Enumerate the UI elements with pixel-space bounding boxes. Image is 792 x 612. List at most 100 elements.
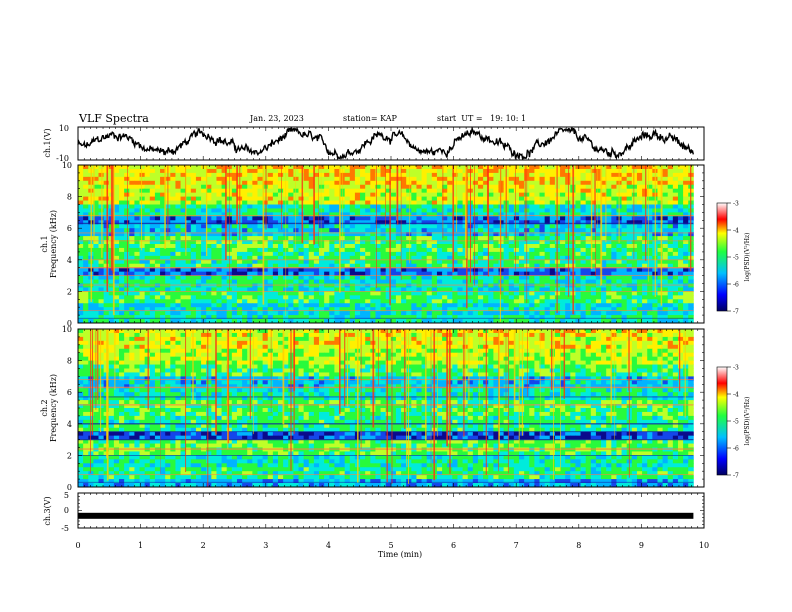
spectrogram-cell <box>195 240 202 245</box>
spectrogram-cell <box>247 247 253 253</box>
spectrogram-cell <box>677 251 684 257</box>
spectrogram-cell <box>272 172 279 178</box>
spectrogram-cell <box>129 184 135 190</box>
spectrogram-cell <box>457 172 463 178</box>
spectrogram-cell <box>457 200 463 205</box>
spectrogram-cell <box>257 263 264 269</box>
spectrogram-cell <box>662 184 669 190</box>
spectrogram-cell <box>642 208 648 213</box>
spectrogram-cell <box>508 255 515 261</box>
spectrogram-cell <box>160 255 166 261</box>
spectrogram-cell <box>334 299 340 304</box>
spectrogram-cell <box>272 319 279 324</box>
spectrogram-cell <box>324 240 330 245</box>
spectrogram-cell <box>257 180 264 186</box>
spectrogram-cell <box>677 212 684 217</box>
spectrogram-cell <box>488 196 494 201</box>
spectrogram-cell <box>472 196 479 201</box>
spectrogram-cell <box>488 224 494 229</box>
spectrogram-cell <box>513 255 520 261</box>
spectrogram-cell <box>621 240 628 245</box>
spectrogram-cell <box>575 271 581 276</box>
spectrogram-cell <box>677 204 684 209</box>
spectrogram-cell <box>185 271 192 276</box>
spectrogram-cell <box>503 275 510 280</box>
spectrogram-cell <box>606 259 612 265</box>
spectrogram-cell <box>211 244 217 249</box>
spectrogram-cell <box>472 279 479 284</box>
spectrogram-cell <box>236 307 243 312</box>
spectrogram-cell <box>585 299 592 304</box>
spectrogram-cell <box>401 283 407 288</box>
spectrogram-cell <box>416 303 422 308</box>
spectrogram-cell <box>431 220 438 225</box>
spectrogram-cell <box>267 184 274 190</box>
spectrogram-cell <box>416 184 422 190</box>
spectrogram-cell <box>78 259 84 265</box>
spectrogram-cell <box>385 220 392 225</box>
ch1-spectrogram-ylabel-ch: ch.1 <box>40 235 49 252</box>
spectrogram-cell <box>319 208 325 213</box>
spectrogram-cell <box>406 220 412 225</box>
spectrogram-cell <box>375 196 381 201</box>
spectrogram-cell <box>262 244 269 249</box>
spectrogram-cell <box>534 192 540 197</box>
spectrogram-cell <box>190 228 197 233</box>
spectrogram-cell <box>334 267 340 273</box>
spectrogram-cell <box>365 192 371 197</box>
spectrogram-cell <box>385 200 392 205</box>
spectrogram-cell <box>657 299 663 304</box>
spectrogram-cell <box>642 307 648 312</box>
spectrogram-cell <box>160 196 166 201</box>
spectrogram-cell <box>216 259 222 265</box>
spectrogram-cell <box>170 168 176 174</box>
spectrogram-cell <box>170 208 176 213</box>
spectrogram-cell <box>113 224 120 229</box>
spectrogram-cell <box>308 165 315 170</box>
spectrogram-cell <box>344 263 351 269</box>
spectrogram-cell <box>216 329 222 334</box>
spectrogram-cell <box>683 251 689 257</box>
spectrogram-cell <box>231 192 238 197</box>
spectrogram-cell <box>472 291 479 296</box>
spectrogram-cell <box>395 319 402 324</box>
spectrogram-cell <box>452 204 458 209</box>
spectrogram-cell <box>201 180 207 186</box>
spectrogram-cell <box>508 228 515 233</box>
spectrogram-cell <box>375 165 381 170</box>
spectrogram-cell <box>180 259 187 265</box>
spectrogram-cell <box>247 311 253 316</box>
spectrogram-cell <box>385 165 392 170</box>
spectrogram-cell <box>452 176 458 182</box>
spectrogram-cell <box>585 263 592 269</box>
spectrogram-cell <box>149 319 156 324</box>
spectrogram-cell <box>667 267 674 273</box>
spectrogram-cell <box>395 267 402 273</box>
spectrogram-cell <box>575 200 581 205</box>
spectrogram-cell <box>252 315 258 320</box>
spectrogram-cell <box>621 176 628 182</box>
spectrogram-cell <box>113 283 120 288</box>
spectrogram-cell <box>252 188 258 194</box>
spectrogram-cell <box>513 200 520 205</box>
spectrogram-cell <box>113 247 120 253</box>
spectrogram-cell <box>262 259 269 265</box>
spectrogram-cell <box>462 299 469 304</box>
spectrogram-cell <box>139 216 146 221</box>
spectrogram-cell <box>298 176 305 182</box>
spectrogram-cell <box>93 319 99 324</box>
spectrogram-cell <box>395 212 402 217</box>
spectrogram-cell <box>180 251 187 257</box>
spectrogram-cell <box>206 263 212 269</box>
spectrogram-cell <box>519 303 525 308</box>
spectrogram-cell <box>662 287 669 292</box>
spectrogram-cell <box>247 255 253 261</box>
spectrogram-cell <box>601 216 607 221</box>
spectrogram-cell <box>395 180 402 186</box>
spectrogram-cell <box>236 255 243 261</box>
spectrogram-cell <box>313 168 320 174</box>
spectrogram-cell <box>354 251 361 257</box>
spectrogram-cell <box>401 176 407 182</box>
spectrogram-cell <box>303 172 310 178</box>
spectrogram-cell <box>98 271 105 276</box>
